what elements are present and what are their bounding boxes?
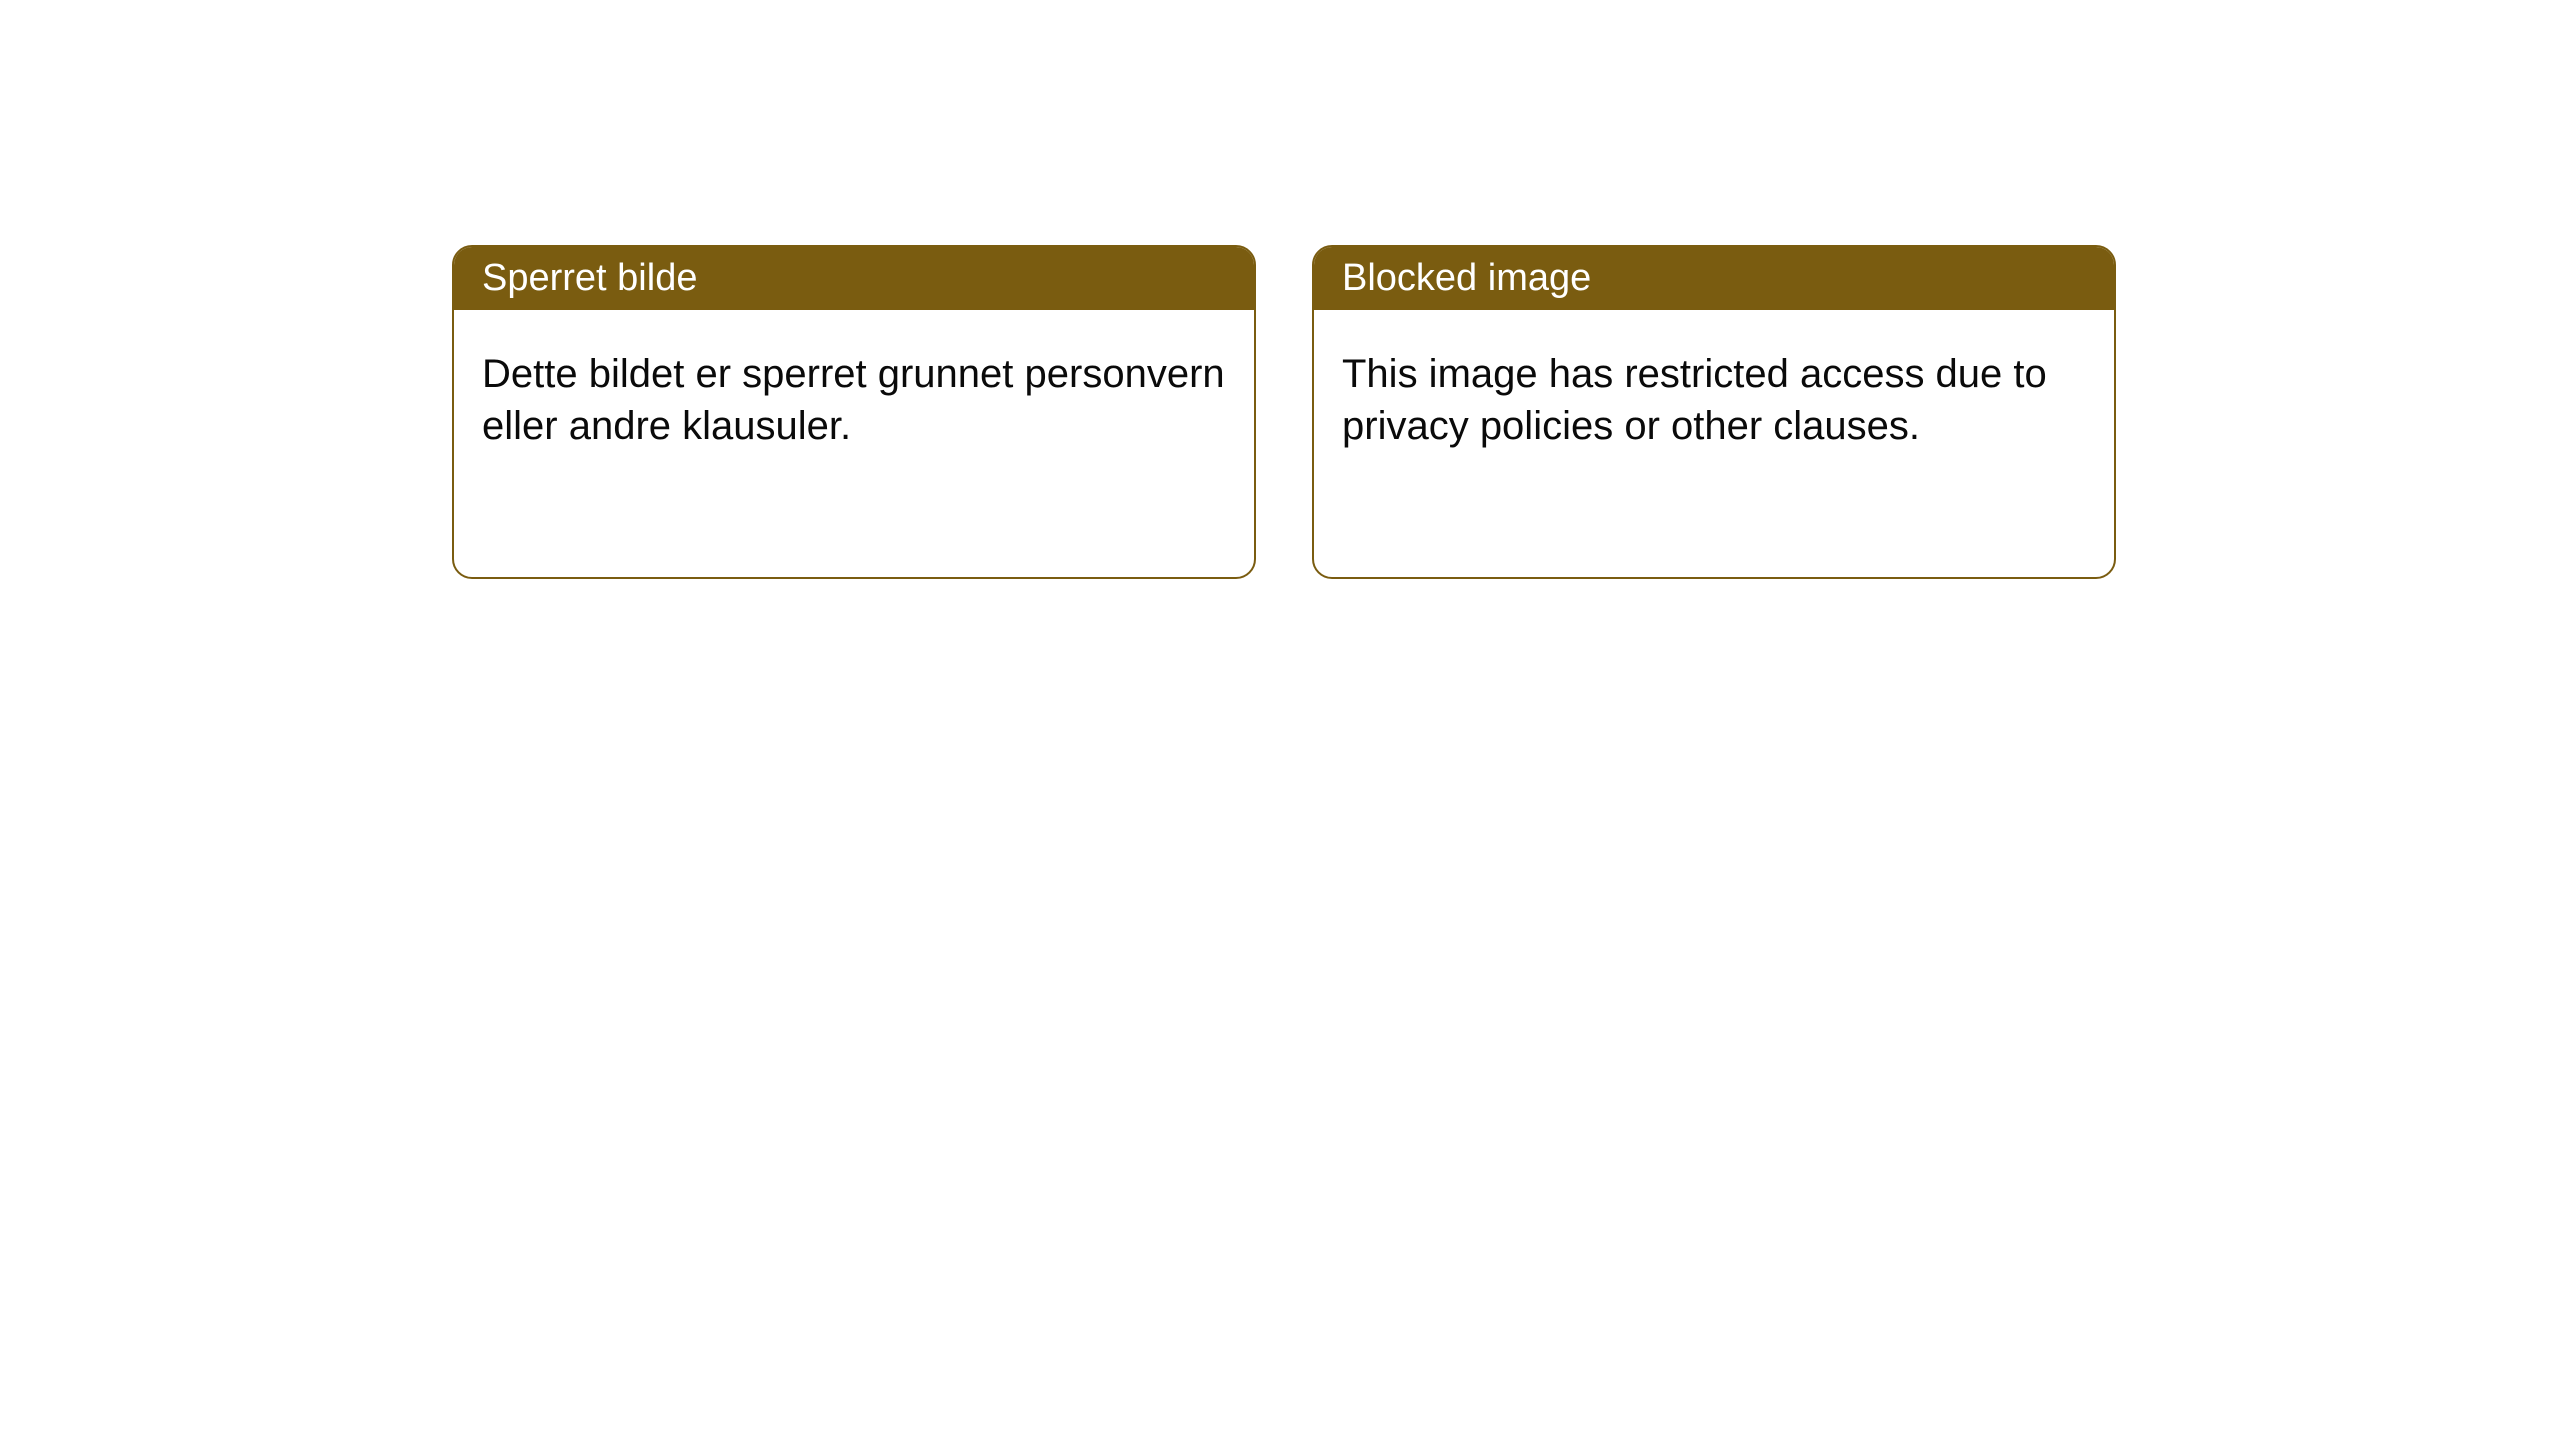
notice-card-norwegian: Sperret bilde Dette bildet er sperret gr…: [452, 245, 1256, 579]
card-body: This image has restricted access due to …: [1314, 310, 2114, 490]
card-header: Blocked image: [1314, 247, 2114, 310]
card-body: Dette bildet er sperret grunnet personve…: [454, 310, 1254, 490]
card-body-text: This image has restricted access due to …: [1342, 352, 2047, 448]
card-title: Sperret bilde: [482, 257, 697, 299]
card-title: Blocked image: [1342, 257, 1591, 299]
notice-card-english: Blocked image This image has restricted …: [1312, 245, 2116, 579]
card-body-text: Dette bildet er sperret grunnet personve…: [482, 352, 1225, 448]
notice-container: Sperret bilde Dette bildet er sperret gr…: [0, 0, 2560, 579]
card-header: Sperret bilde: [454, 247, 1254, 310]
